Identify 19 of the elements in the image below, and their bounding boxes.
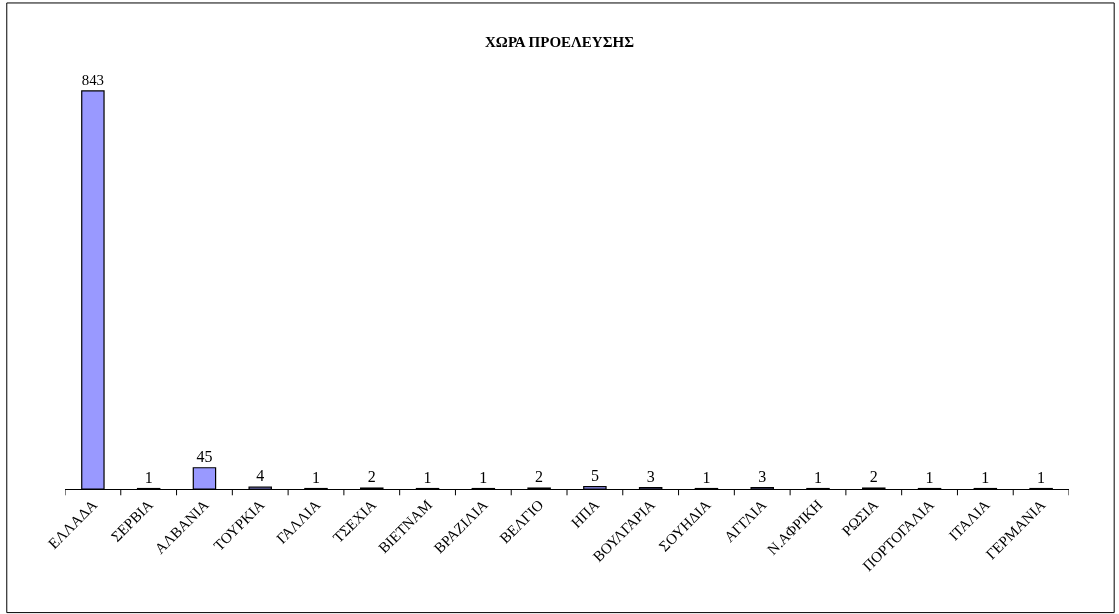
- data-label: 1: [925, 468, 934, 486]
- data-label: 2: [367, 468, 376, 486]
- data-label: 843: [81, 72, 105, 89]
- data-label: 1: [144, 468, 153, 486]
- data-label: 4: [256, 467, 265, 485]
- data-label: 1: [814, 468, 822, 486]
- data-label: 3: [646, 467, 655, 485]
- data-label: 1: [1037, 468, 1046, 486]
- data-label: 45: [196, 447, 213, 465]
- chart-title: ΧΩΡΑ ΠΡΟΕΛΕΥΣΗΣ: [485, 34, 635, 51]
- data-label: 2: [869, 468, 878, 486]
- data-label: 1: [981, 468, 990, 486]
- data-label: 2: [535, 468, 544, 486]
- data-label: 1: [423, 468, 432, 486]
- data-label: 1: [479, 468, 488, 486]
- data-label: 1: [702, 468, 711, 486]
- data-label: 1: [312, 468, 320, 486]
- data-label: 5: [590, 466, 599, 484]
- data-label: 3: [758, 467, 767, 485]
